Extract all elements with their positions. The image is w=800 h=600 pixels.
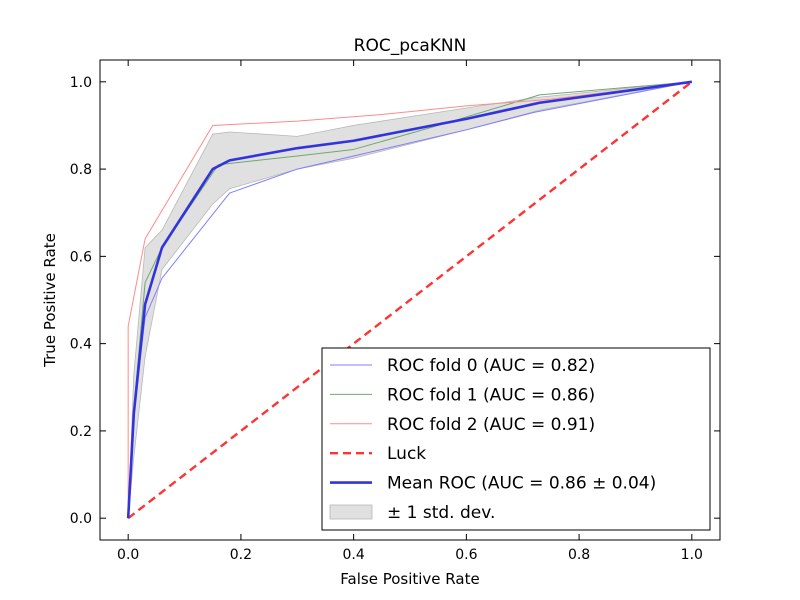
legend-label-4: Mean ROC (AUC = 0.86 ± 0.04) (387, 474, 656, 494)
chart-title: ROC_pcaKNN (354, 36, 467, 56)
legend-label-1: ROC fold 1 (AUC = 0.86) (387, 385, 595, 405)
x-tick-label: 1.0 (681, 547, 703, 563)
x-tick-label: 0.4 (343, 547, 365, 563)
x-tick-label: 0.8 (568, 547, 590, 563)
legend-entries: ROC fold 0 (AUC = 0.82) ROC fold 1 (AUC =… (329, 356, 656, 523)
series-line-3 (127, 80, 693, 520)
legend-swatch-band (329, 504, 373, 520)
y-tick-label: 1.0 (70, 75, 92, 91)
legend-label-3: Luck (387, 444, 426, 464)
series-line-1 (127, 81, 692, 519)
y-tick-label: 0.8 (70, 162, 92, 178)
y-axis-label: True Positive Rate (41, 233, 59, 368)
x-tick-label: 0.0 (117, 547, 139, 563)
series-line-2 (127, 81, 692, 519)
y-tick-label: 0.6 (70, 249, 92, 265)
plot-frame (99, 59, 721, 541)
legend-label-0: ROC fold 0 (AUC = 0.82) (387, 356, 595, 376)
series-line-4 (126, 80, 692, 519)
x-tick-label: 0.2 (230, 547, 252, 563)
y-tick-label: 0.2 (70, 424, 92, 440)
x-axis-label: False Positive Rate (340, 570, 479, 588)
plot-area (126, 80, 693, 520)
x-tick-label: 0.6 (455, 547, 477, 563)
legend-frame (321, 347, 711, 531)
legend: ROC fold 0 (AUC = 0.82) ROC fold 1 (AUC =… (321, 347, 711, 531)
legend-label-5: ± 1 std. dev. (387, 503, 495, 523)
y-tick-label: 0.0 (70, 511, 92, 527)
y-tick-label: 0.4 (70, 337, 92, 353)
legend-label-2: ROC fold 2 (AUC = 0.91) (387, 415, 595, 435)
axis-ticks: 0.0 0.2 0.4 0.6 0.8 1.0 0.0 0.2 0.4 0.6 0.8 1.0 (70, 60, 720, 563)
